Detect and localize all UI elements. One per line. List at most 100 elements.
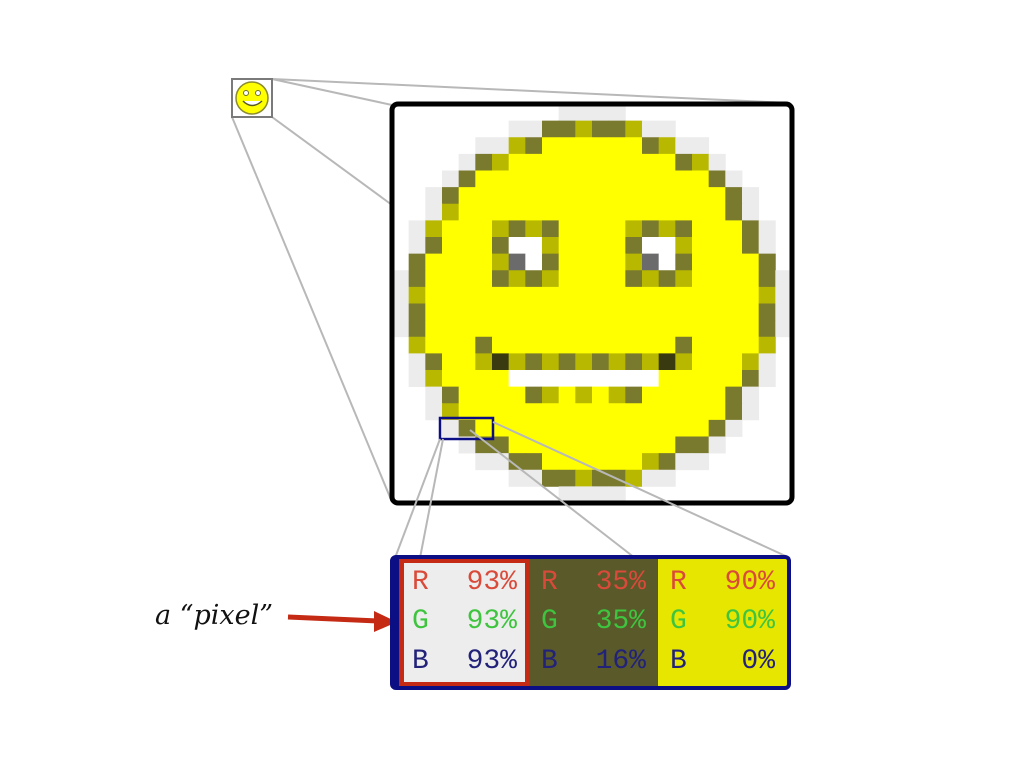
pixel-cell	[558, 286, 576, 304]
pixel-cell	[592, 253, 610, 271]
pixel-cell	[608, 370, 626, 388]
pixel-cell	[558, 403, 576, 421]
pixel-cell	[592, 370, 610, 388]
pixel-cell	[592, 170, 610, 188]
pixel-cell	[592, 336, 610, 354]
pixel-cell	[525, 436, 543, 454]
pixel-cell	[625, 170, 643, 188]
pixel-cell	[558, 137, 576, 155]
pixel-cell	[508, 419, 526, 437]
pixel-cell	[542, 286, 560, 304]
pixel-cell	[642, 370, 660, 388]
pixel-cell	[492, 336, 510, 354]
pixel-cell	[692, 403, 710, 421]
pixel-cell	[608, 203, 626, 221]
pixel-cell	[725, 270, 743, 288]
pixel-cell	[692, 419, 710, 437]
pixel-cell	[458, 220, 476, 238]
pixel-cell	[425, 253, 443, 271]
pixel-cell	[742, 370, 760, 388]
pixel-cell	[675, 253, 693, 271]
channel-value: 93%	[466, 606, 517, 638]
pixel-cell	[742, 303, 760, 321]
pixel-cell	[442, 370, 460, 388]
pixel-cell	[442, 320, 460, 338]
pixel-cell	[575, 353, 593, 371]
pixel-cell	[558, 170, 576, 188]
pixel-cell	[608, 237, 626, 255]
pixel-values-table: R 93% G 93% B 93% R 35% G 35% B 16% R 90% G 90% B 0%	[390, 555, 791, 690]
pixel-cell	[742, 336, 760, 354]
pixel-annotation: a “pixel”	[155, 600, 274, 631]
pixel-cell	[575, 203, 593, 221]
pixel-cell	[608, 153, 626, 171]
pixel-cell	[608, 419, 626, 437]
pixel-cell	[742, 353, 760, 371]
pixel-cell	[608, 120, 626, 138]
pixel-cell	[475, 320, 493, 338]
pixel-cell	[442, 270, 460, 288]
pixel-cell	[542, 403, 560, 421]
pixel-cell	[575, 253, 593, 271]
pixel-cell	[725, 403, 743, 421]
pixel-cell	[392, 270, 410, 288]
pixel-cell	[642, 120, 660, 138]
pixel-cell	[658, 419, 676, 437]
pixel-cell	[742, 187, 760, 205]
pixel-cell	[425, 403, 443, 421]
pixel-cell	[708, 253, 726, 271]
pixel-cell	[442, 386, 460, 404]
pixel-cell	[675, 237, 693, 255]
pixel-cell	[708, 270, 726, 288]
pixel-cell	[592, 237, 610, 255]
pixel-cell	[492, 370, 510, 388]
channel-row: B 16%	[541, 648, 646, 676]
pixel-cell	[508, 203, 526, 221]
pixel-cell	[625, 453, 643, 471]
pixel-cell	[508, 469, 526, 487]
pixel-cell	[575, 220, 593, 238]
pixel-cell	[458, 270, 476, 288]
pixel-cell	[525, 153, 543, 171]
pixel-cell	[625, 270, 643, 288]
channel-value: 90%	[724, 566, 775, 598]
pixel-cell	[692, 253, 710, 271]
pixel-cell	[725, 336, 743, 354]
pixel-cell	[525, 386, 543, 404]
pixel-cell	[658, 453, 676, 471]
pixel-cell	[708, 386, 726, 404]
pixel-cell	[675, 370, 693, 388]
pixel-cell	[742, 203, 760, 221]
pixel-cell	[425, 220, 443, 238]
pixel-cell	[708, 320, 726, 338]
pixel-cell	[758, 353, 776, 371]
pixel-cell	[758, 253, 776, 271]
pixel-cell	[625, 237, 643, 255]
channel-row: B 93%	[412, 648, 517, 676]
thumbnail-smiley	[231, 78, 273, 118]
pixel-cell	[442, 403, 460, 421]
pixel-cell	[492, 320, 510, 338]
pixel-cell	[642, 303, 660, 321]
pixel-cell	[542, 253, 560, 271]
pixel-cell	[692, 137, 710, 155]
pixel-cell	[658, 303, 676, 321]
pixel-cell	[492, 303, 510, 321]
pixel-cell	[425, 237, 443, 255]
pixel-cell	[592, 436, 610, 454]
pixel-cell	[592, 203, 610, 221]
pixel-cell	[658, 137, 676, 155]
pixel-cell	[458, 386, 476, 404]
pixel-cell	[475, 336, 493, 354]
pixel-cell	[558, 419, 576, 437]
pixel-cell	[508, 237, 526, 255]
pixel-cell	[775, 270, 793, 288]
pixel-cell	[525, 336, 543, 354]
pixel-cell	[625, 303, 643, 321]
pixel-cell	[575, 370, 593, 388]
pixel-cell	[492, 237, 510, 255]
pixel-cell	[575, 237, 593, 255]
pixel-cell	[675, 187, 693, 205]
pixel-cell	[508, 153, 526, 171]
pixel-cell	[658, 286, 676, 304]
